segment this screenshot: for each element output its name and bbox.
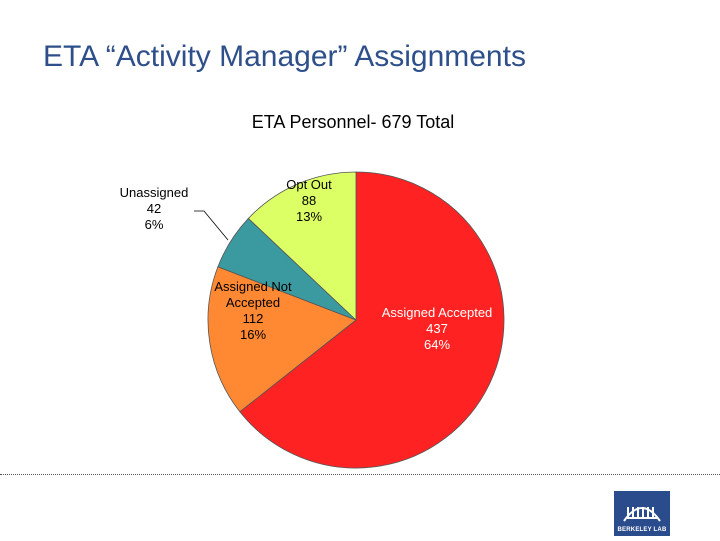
pie-slice-assigned-accepted xyxy=(239,171,505,469)
slice-percent-text: 16% xyxy=(240,327,266,342)
slice-label-text: Opt Out xyxy=(286,177,332,192)
slice-value-text: 112 xyxy=(243,311,264,326)
slice-label-text: Accepted xyxy=(226,295,280,310)
berkeley-lab-logo: BERKELEY LAB xyxy=(614,491,670,536)
chart-title: ETA Personnel- 679 Total xyxy=(251,112,455,132)
pie-slice-assigned-not-accepted xyxy=(207,266,357,413)
slice-label-text: Assigned Accepted xyxy=(382,305,493,320)
slide-title: ETA “Activity Manager” Assignments xyxy=(43,40,526,73)
slice-value-text: 437 xyxy=(426,321,448,336)
divider-line xyxy=(0,474,720,475)
logo-text: BERKELEY LAB xyxy=(617,527,667,533)
lab-building-icon xyxy=(623,507,661,522)
slice-value-text: 88 xyxy=(302,193,316,208)
slice-percent-text: 64% xyxy=(424,337,450,352)
slice-label-text: Assigned Not xyxy=(214,279,292,294)
slice-label-text: Unassigned xyxy=(120,185,189,200)
slice-percent-text: 6% xyxy=(145,217,164,232)
pie-slice-opt-out xyxy=(247,171,357,321)
slice-percent-text: 13% xyxy=(296,209,322,224)
slice-value-text: 42 xyxy=(147,201,161,216)
leader-line xyxy=(194,210,229,241)
